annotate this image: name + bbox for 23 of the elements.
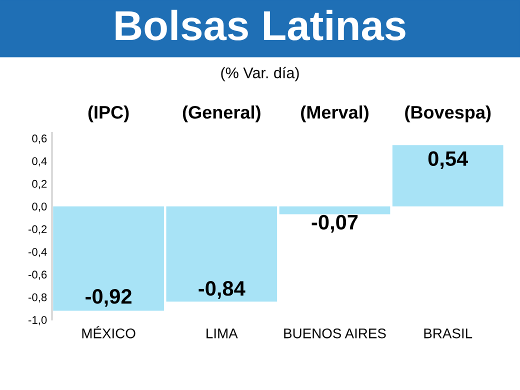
y-tick-label: 0,4 bbox=[32, 157, 47, 166]
y-tick-label: -1,0 bbox=[28, 316, 47, 326]
text: (General) bbox=[182, 105, 260, 122]
y-tick-label: -0,4 bbox=[28, 248, 47, 258]
data-label: -0,92 bbox=[86, 289, 132, 307]
text: (Merval) bbox=[301, 105, 368, 122]
y-tick-label: -0,6 bbox=[28, 270, 47, 280]
x-tick-label: MÉXICO bbox=[82, 326, 136, 338]
data-label: -0,84 bbox=[198, 281, 246, 299]
y-tick-label: 0,0 bbox=[32, 202, 47, 212]
y-tick-label: 0,2 bbox=[32, 180, 47, 190]
chart-subtitle: (% Var. día) bbox=[221, 66, 299, 82]
text: (Bovespa) bbox=[405, 105, 491, 122]
chart-title: Bolsas Latinas bbox=[116, 10, 406, 40]
data-label: -0,07 bbox=[312, 214, 358, 233]
x-tick-label: LIMA bbox=[206, 328, 238, 338]
x-tick-label: BRASIL bbox=[424, 328, 472, 338]
y-tick-label: -0,8 bbox=[28, 293, 47, 303]
text: (IPC) bbox=[88, 105, 129, 122]
y-tick-label: -0,2 bbox=[28, 225, 47, 234]
y-tick-label: 0,6 bbox=[32, 134, 47, 144]
x-tick-label: BUENOS AIRES bbox=[284, 328, 386, 338]
data-label: 0,54 bbox=[428, 151, 468, 170]
